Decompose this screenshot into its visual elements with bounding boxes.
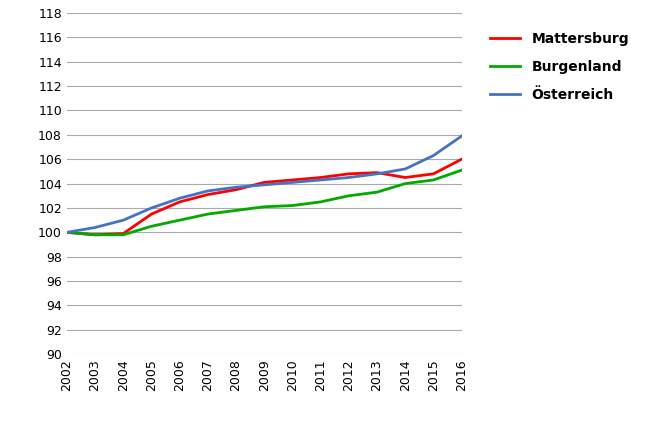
Burgenland [260, 204, 268, 210]
Österreich [429, 153, 438, 158]
Mattersburg [63, 230, 71, 235]
Österreich [204, 188, 212, 194]
Österreich [345, 175, 353, 180]
Burgenland [288, 203, 296, 208]
Burgenland [147, 224, 155, 229]
Mattersburg [429, 171, 438, 176]
Österreich [373, 171, 381, 176]
Mattersburg [316, 175, 324, 180]
Mattersburg [176, 199, 184, 204]
Österreich [458, 133, 466, 139]
Line: Burgenland: Burgenland [67, 170, 462, 235]
Österreich [176, 196, 184, 201]
Mattersburg [288, 178, 296, 183]
Burgenland [63, 230, 71, 235]
Österreich [232, 184, 240, 190]
Burgenland [429, 178, 438, 183]
Legend: Mattersburg, Burgenland, Österreich: Mattersburg, Burgenland, Österreich [484, 27, 635, 108]
Österreich [91, 225, 99, 230]
Österreich [260, 182, 268, 187]
Burgenland [119, 232, 127, 237]
Burgenland [232, 208, 240, 213]
Österreich [316, 178, 324, 183]
Mattersburg [119, 231, 127, 236]
Burgenland [204, 212, 212, 217]
Burgenland [401, 181, 409, 186]
Line: Mattersburg: Mattersburg [67, 159, 462, 235]
Mattersburg [91, 232, 99, 237]
Österreich [401, 166, 409, 172]
Burgenland [316, 199, 324, 204]
Burgenland [373, 190, 381, 195]
Mattersburg [401, 175, 409, 180]
Burgenland [345, 193, 353, 198]
Burgenland [91, 232, 99, 237]
Mattersburg [147, 212, 155, 217]
Mattersburg [260, 180, 268, 185]
Burgenland [176, 218, 184, 223]
Mattersburg [345, 171, 353, 176]
Österreich [119, 218, 127, 223]
Mattersburg [232, 187, 240, 192]
Burgenland [458, 168, 466, 173]
Österreich [147, 205, 155, 210]
Österreich [63, 230, 71, 235]
Mattersburg [373, 170, 381, 175]
Line: Österreich: Österreich [67, 136, 462, 232]
Mattersburg [204, 192, 212, 197]
Österreich [288, 180, 296, 185]
Mattersburg [458, 157, 466, 162]
